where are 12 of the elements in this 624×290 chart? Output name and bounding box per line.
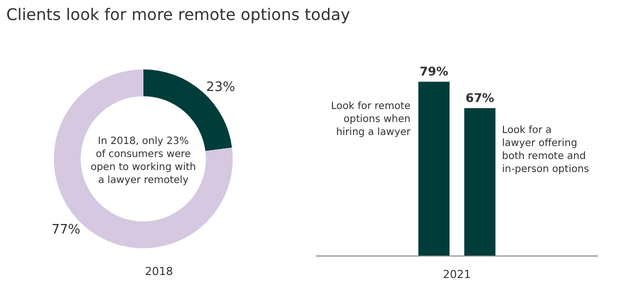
donut-slice [143, 69, 232, 151]
x-axis-title: 2021 [442, 268, 471, 282]
data-label: 67% [465, 91, 494, 106]
text: In 2018, only 23% of consumers were open to working with a lawyer remotely [90, 136, 196, 186]
data-label: 77% [51, 222, 80, 238]
text: 2018 [145, 265, 173, 278]
annotation: Look for a lawyer offering both remote and in-person options [502, 125, 590, 175]
text: Look for remote options when hiring a lawyer [331, 101, 412, 138]
data-label: 23% [206, 80, 236, 96]
data-label: 79% [420, 64, 448, 79]
chart-title: Clients look for more remote options today [6, 4, 350, 24]
donut-slice [54, 69, 233, 248]
